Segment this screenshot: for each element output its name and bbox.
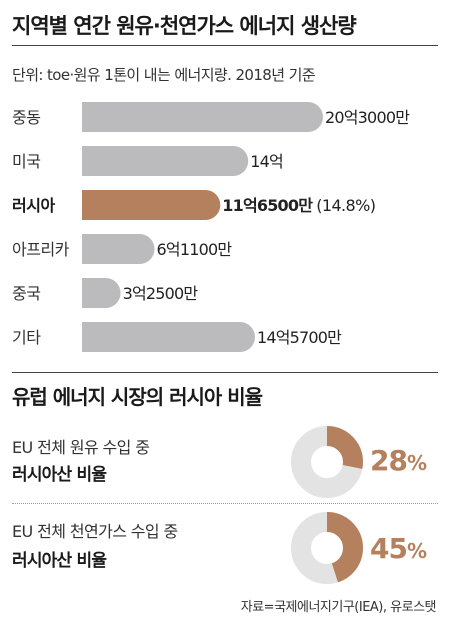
chart-subtitle: 단위: toe·원유 1톤이 내는 에너지량. 2018년 기준: [12, 66, 316, 84]
bar-left-edge: [82, 190, 97, 220]
share-percent: 45%: [370, 532, 427, 565]
bar-left-edge: [82, 234, 97, 264]
dotted-divider: [12, 503, 438, 504]
category-label: 중국: [12, 284, 40, 303]
share-label-line2: 러시아산 비율: [12, 551, 107, 571]
share-label-line1: EU 전체 원유 수입 중: [12, 438, 150, 457]
value-label: 3억2500만: [123, 284, 199, 303]
donut-chart-oil: [291, 426, 363, 498]
value-label: 14억5700만: [257, 328, 342, 347]
source-note: 자료=국제에너지기구(IEA), 유로스탯: [240, 600, 437, 615]
category-label: 러시아: [12, 196, 55, 215]
value-label: 6억1100만: [157, 240, 233, 259]
chart-title: 지역별 연간 원유·천연가스 에너지 생산량: [12, 14, 357, 38]
share-row-gas: EU 전체 천연가스 수입 중 러시아산 비율 45%: [0, 508, 450, 588]
value-label: 14억: [250, 152, 283, 171]
donut-share-arc: [291, 512, 363, 584]
highlight-share-label: (14.8%): [316, 196, 375, 215]
donut-share-arc: [291, 426, 363, 498]
category-label: 기타: [12, 328, 41, 347]
category-label: 미국: [12, 152, 40, 171]
share-label-line2: 러시아산 비율: [12, 465, 107, 485]
bar: [82, 102, 323, 132]
bar: [82, 322, 255, 352]
category-label: 아프리카: [12, 240, 70, 259]
section-title: 유럽 에너지 시장의 러시아 비율: [12, 385, 263, 409]
share-percent: 28%: [370, 444, 427, 477]
bar: [82, 234, 155, 264]
bar-left-edge: [82, 322, 97, 352]
share-row-oil: EU 전체 원유 수입 중 러시아산 비율 28%: [0, 424, 450, 504]
title-divider: [12, 45, 438, 46]
bar: [82, 190, 221, 220]
donut-chart-gas: [291, 512, 363, 584]
value-label: 11억6500만: [222, 196, 313, 215]
bar: [82, 146, 249, 176]
section-divider: [12, 372, 438, 373]
bar-left-edge: [82, 146, 97, 176]
share-label-line1: EU 전체 천연가스 수입 중: [12, 522, 178, 541]
value-label: 20억3000만: [325, 108, 410, 127]
category-label: 중동: [12, 108, 40, 127]
bar-left-edge: [82, 278, 97, 308]
bar-left-edge: [82, 102, 97, 132]
